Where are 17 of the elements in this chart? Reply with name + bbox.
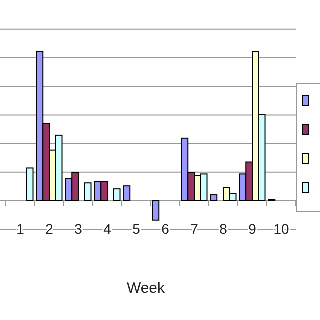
x-tick-label: 2 — [46, 221, 54, 237]
x-tick-label: 5 — [132, 221, 141, 237]
x-tick-label: 4 — [104, 221, 112, 237]
bar — [123, 186, 131, 202]
x-tick-label: 1 — [16, 221, 25, 237]
x-tick-label: 9 — [248, 221, 257, 237]
bar — [26, 168, 34, 202]
bar — [152, 200, 160, 221]
x-tick-label: 8 — [220, 221, 228, 237]
x-tick-label: 7 — [190, 221, 199, 237]
bar — [84, 182, 92, 202]
bar — [210, 194, 218, 202]
bar — [113, 188, 121, 202]
x-tick-label: 6 — [162, 221, 170, 237]
x-axis-title: Week — [126, 280, 166, 297]
x-tick-label: 10 — [274, 221, 290, 237]
x-tick-label: 3 — [74, 221, 83, 237]
